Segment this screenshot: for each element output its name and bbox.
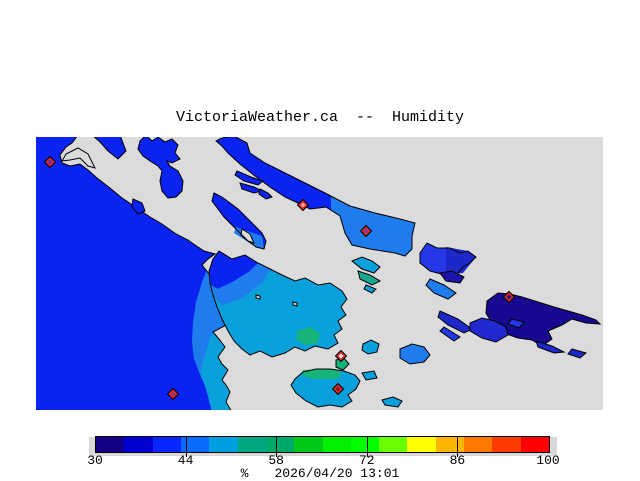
station-gulf-north-center xyxy=(338,353,344,359)
colorbar-segment xyxy=(407,437,436,452)
colorbar-segment xyxy=(435,437,465,452)
region-low-humidity-east xyxy=(485,292,602,347)
station-mid-strait-center xyxy=(363,228,369,234)
island-twin-lobe xyxy=(137,137,184,199)
colorbar-segment xyxy=(464,437,493,452)
sliver-island-3 xyxy=(258,188,273,200)
island-tongue xyxy=(93,137,127,160)
colorbar-segment xyxy=(322,437,351,452)
station-northwest-center xyxy=(47,159,53,165)
units-label: % xyxy=(240,466,249,481)
station-gulf-south-center xyxy=(335,386,341,392)
humidity-map[interactable] xyxy=(36,137,603,410)
islet-dodger xyxy=(399,343,431,365)
colorbar-segment xyxy=(520,437,549,452)
sliver-island-4 xyxy=(437,310,473,334)
colorbar-tick xyxy=(457,436,459,457)
colorbar-caption: % 2026/04/20 13:01 xyxy=(0,466,640,481)
colorbar-tick-label: 100 xyxy=(536,453,560,468)
islet-cyan-2 xyxy=(381,396,403,408)
colorbar-segment xyxy=(237,437,266,452)
colorbar-tick-label: 72 xyxy=(358,453,375,468)
colorbar-segment xyxy=(492,437,521,452)
central-lake-1 xyxy=(255,294,261,300)
colorbar-segment xyxy=(180,437,210,452)
page-title: VictoriaWeather.ca -- Humidity xyxy=(175,109,465,126)
colorbar-tick xyxy=(276,436,278,457)
islet-mottled-3 xyxy=(363,284,377,294)
station-southwest-center xyxy=(170,391,176,397)
islet-cyan-3 xyxy=(361,370,378,381)
inlet-hook xyxy=(61,147,96,169)
islet-se-1 xyxy=(469,317,509,343)
colorbar-segment xyxy=(96,437,125,452)
colorbar-segment xyxy=(209,437,238,452)
sliver-island-5 xyxy=(439,326,461,342)
timestamp: 2026/04/20 13:01 xyxy=(274,466,400,481)
sliver-island-1 xyxy=(234,170,265,186)
colorbar-segment xyxy=(294,437,323,452)
colorbar-segment xyxy=(265,437,295,452)
region-royal-cluster xyxy=(419,242,477,276)
colorbar-tick-label: 86 xyxy=(449,453,466,468)
islet-mottled-2 xyxy=(357,270,382,286)
colorbar xyxy=(95,436,550,453)
region-texada xyxy=(211,192,267,250)
islet-se-4 xyxy=(507,318,525,329)
station-east-inlet-center xyxy=(506,294,512,300)
colorbar-segment xyxy=(379,437,408,452)
colorbar-tick xyxy=(366,436,368,457)
islet-se-2 xyxy=(535,340,566,354)
map-canvas xyxy=(36,137,603,410)
islet-coast xyxy=(131,198,146,215)
central-lake-2 xyxy=(292,301,298,307)
station-markers[interactable] xyxy=(43,155,516,401)
colorbar-segment xyxy=(124,437,153,452)
islet-se-3 xyxy=(567,348,588,359)
region-gulf-island-south xyxy=(290,368,361,408)
sliver-island-2 xyxy=(239,182,264,194)
islet-cyan-1 xyxy=(361,339,380,355)
islet-blue-1 xyxy=(425,278,457,300)
colorbar-segment xyxy=(152,437,181,452)
colorbar-segment xyxy=(350,437,380,452)
colorbar-tick-label: 58 xyxy=(268,453,284,468)
islet-mottled-1 xyxy=(351,256,381,274)
colorbar-tick-label: 30 xyxy=(87,453,103,468)
colorbar-tick-label: 44 xyxy=(177,453,194,468)
islet-dark-1 xyxy=(439,270,465,284)
colorbar-tick xyxy=(185,436,187,457)
station-sunshine-coast-center xyxy=(300,202,306,208)
